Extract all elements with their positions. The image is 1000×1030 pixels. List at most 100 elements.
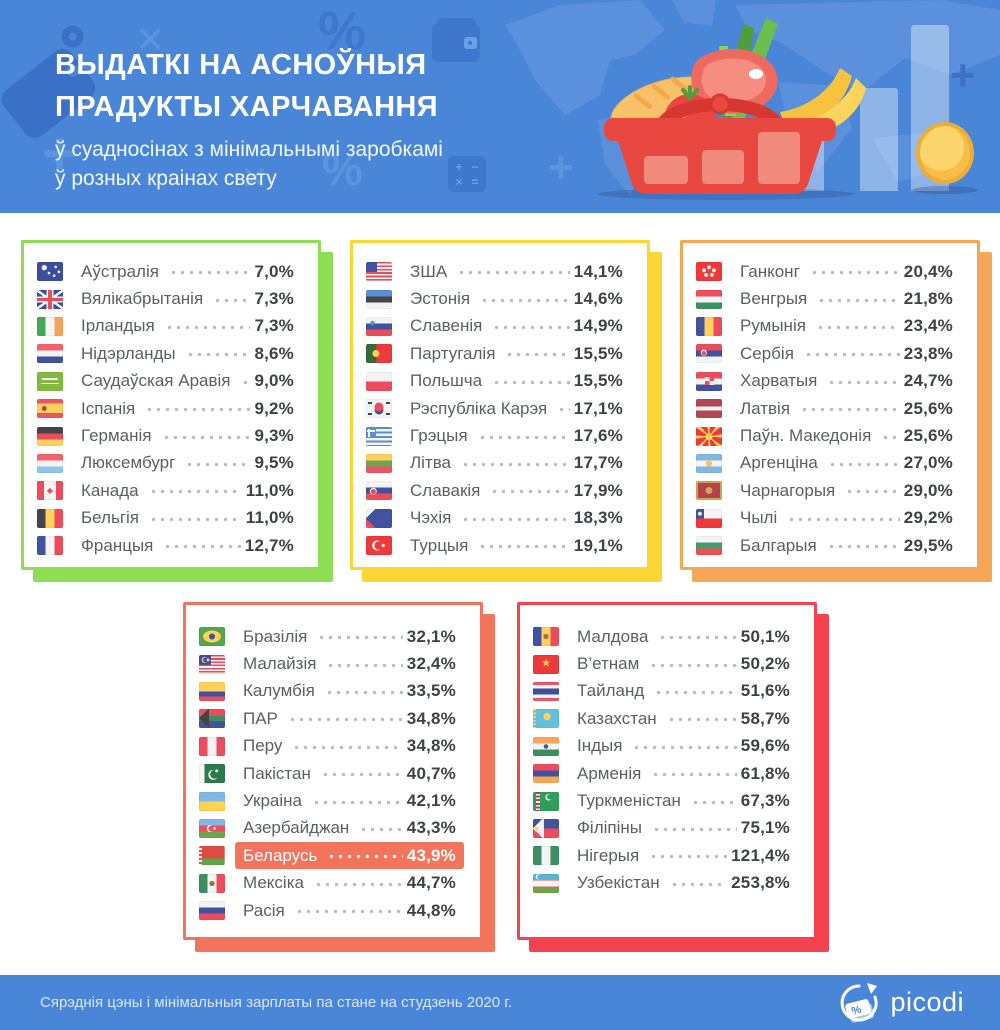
country-row: Аўстралія 7,0% [37,258,294,285]
percent-value: 14,6% [573,289,623,309]
dotted-leader [317,629,403,647]
dotted-leader [185,455,251,473]
flag-icon [37,344,63,364]
country-name: Тайланд [577,681,645,701]
country-name: Эстонія [410,289,471,309]
country-row: Партугалія 15,5% [366,340,623,367]
flag-icon [696,344,722,364]
percent-value: 17,6% [573,426,623,446]
dotted-leader [461,455,570,473]
percent-value: 8,6% [254,343,294,363]
dotted-leader [478,538,570,556]
country-name: Славенія [410,316,483,336]
country-name: Латвія [740,398,791,418]
dotted-leader [168,264,251,282]
country-row: Мексіка 44,7% [199,870,456,897]
country-row: ◆ Канада 11,0% [37,477,294,504]
percent-value: 61,8% [740,763,790,783]
country-row: ЗША 14,1% [366,258,623,285]
country-row: Латвія 25,6% [696,395,953,422]
country-row: Тайланд 51,6% [533,678,790,705]
country-name: ЗША [410,261,448,281]
country-name: Польшча [410,371,483,391]
dotted-leader [477,428,570,446]
bar-chart-bar-medium [860,88,898,191]
country-row: Люксембург 9,5% [37,450,294,477]
country-row: Польшча 15,5% [366,368,623,395]
country-row: Аргенціна 27,0% [696,450,953,477]
flag-icon [533,736,559,756]
country-name: Паўн. Македонія [740,426,872,446]
dotted-leader [294,903,403,921]
country-name: Беларусь [243,845,318,865]
dotted-leader [213,291,251,309]
dotted-leader [649,848,728,866]
dotted-leader [815,318,900,336]
percent-value: 20,4% [903,261,953,281]
country-name: Турцыя [410,535,469,555]
percent-value: 24,7% [903,371,953,391]
percent-value: 7,0% [254,261,294,281]
flag-icon [533,846,559,866]
flag-icon [37,453,63,473]
plus-icon: + [950,51,976,100]
country-name: Расія [243,900,285,920]
country-name: Туркменістан [577,791,681,811]
dotted-leader [669,875,728,893]
flag-icon [37,289,63,309]
flag-icon [366,371,392,391]
percent-value: 59,6% [740,736,790,756]
plus-icon: + [42,120,78,187]
percent-value: 11,0% [245,480,294,500]
country-name: Саудаўская Аравія [81,371,231,391]
calculator-icon: + − × = [448,156,486,192]
flag-icon [199,901,225,921]
dotted-leader [461,510,570,528]
country-name: Азербайджан [243,818,350,838]
flag-icon [199,791,225,811]
country-row: Венгрыя 21,8% [696,285,953,312]
country-list: Бразілія 32,1% Малайзія 32,4% Калумбія 33,5% П… [186,605,480,924]
country-row: Казахстан 58,7% [533,705,790,732]
percent-value: 42,1% [406,791,456,811]
country-row: Нігерыя 121,4% [533,842,790,869]
country-group-box-4: Бразілія 32,1% Малайзія 32,4% Калумбія 33,5% П… [183,602,483,940]
country-name: Бразілія [243,626,308,646]
country-name: Славакія [410,480,481,500]
flag-icon [366,399,392,419]
country-name: Літва [410,453,452,473]
percent-value: 34,8% [406,708,456,728]
country-name: Перу [243,736,283,756]
country-row: Францыя 12,7% [37,532,294,559]
country-row: Грэцыя 17,6% [366,422,623,449]
percent-value: 33,5% [406,681,456,701]
country-row: Славенія 14,9% [366,313,623,340]
flag-icon [696,399,722,419]
country-name: Калумбія [243,681,315,701]
flag-icon [199,846,225,866]
country-name: Казахстан [577,708,657,728]
dotted-leader [326,656,403,674]
percent-value: 17,7% [573,453,623,473]
country-row: Германія 9,3% [37,422,294,449]
country-row: Туркменістан 67,3% [533,787,790,814]
country-row: Ганконг 20,4% [696,258,953,285]
header-banner: ✕ % + % ✕ + + + − × = [0,0,1000,213]
flag-icon: ★ [533,654,559,674]
flag-icon [366,536,392,556]
country-name: ПАР [243,708,278,728]
country-list: ЗША 14,1% Эстонія 14,6% Славенія 14,9% Партуга… [353,243,647,559]
subtitle-line-1: ў суадносінах з мінімальнымі заробкамі [55,138,443,161]
country-name: Малдова [577,626,649,646]
percent-value: 9,3% [254,426,294,446]
country-row: Індыя 59,6% [533,733,790,760]
country-name: Люксембург [81,453,176,473]
flag-icon [366,316,392,336]
percent-value: 34,8% [406,736,456,756]
dotted-leader [803,346,900,364]
flag-icon [199,681,225,701]
country-row: Бразілія 32,1% [199,623,456,650]
flag-icon [533,791,559,811]
country-group-box-2: ЗША 14,1% Эстонія 14,6% Славенія 14,9% Партуга… [350,240,650,570]
flag-icon [696,453,722,473]
